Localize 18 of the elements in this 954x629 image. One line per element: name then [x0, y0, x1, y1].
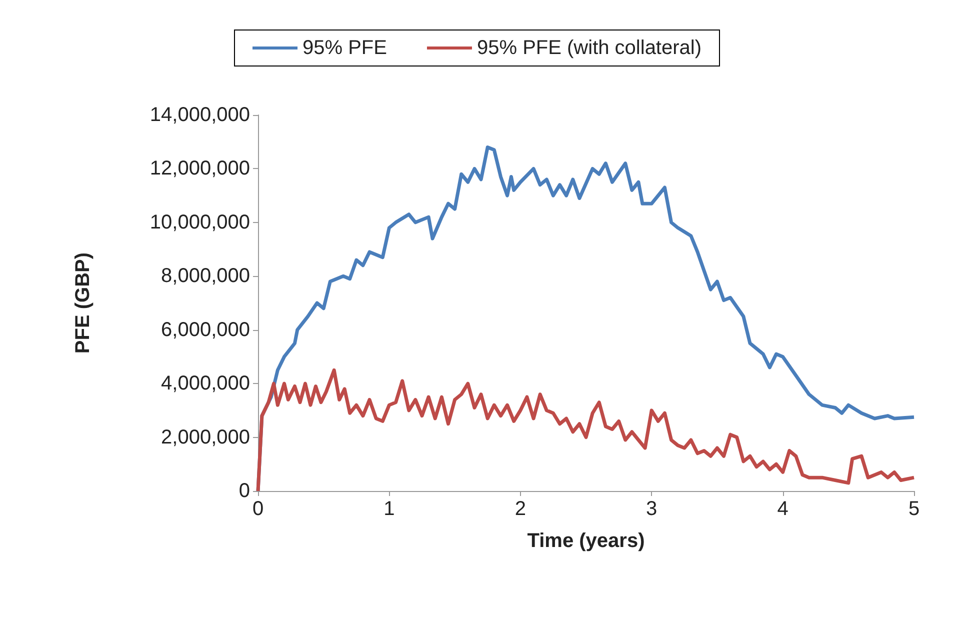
y-axis-title: PFE (GBP)	[72, 252, 94, 354]
y-tick-label: 12,000,000	[150, 158, 250, 180]
x-axis-title: Time (years)	[527, 530, 645, 552]
legend-label: 95% PFE (with collateral)	[476, 37, 702, 59]
y-tick-label: 0	[238, 480, 250, 502]
y-tick-label: 6,000,000	[161, 318, 250, 341]
x-tick-label: 1	[384, 498, 395, 520]
y-tick-label: 4,000,000	[161, 372, 250, 395]
x-tick-label: 0	[252, 498, 264, 520]
y-tick-label: 14,000,000	[150, 104, 250, 126]
x-tick-label: 2	[514, 498, 526, 520]
y-tick-label: 10,000,000	[150, 211, 250, 234]
legend-label: 95% PFE	[302, 37, 387, 59]
y-tick-label: 8,000,000	[161, 265, 250, 288]
x-tick-label: 4	[777, 498, 788, 520]
x-tick-label: 3	[646, 498, 658, 520]
x-tick-label: 5	[908, 498, 920, 520]
y-tick-label: 2,000,000	[161, 426, 250, 448]
